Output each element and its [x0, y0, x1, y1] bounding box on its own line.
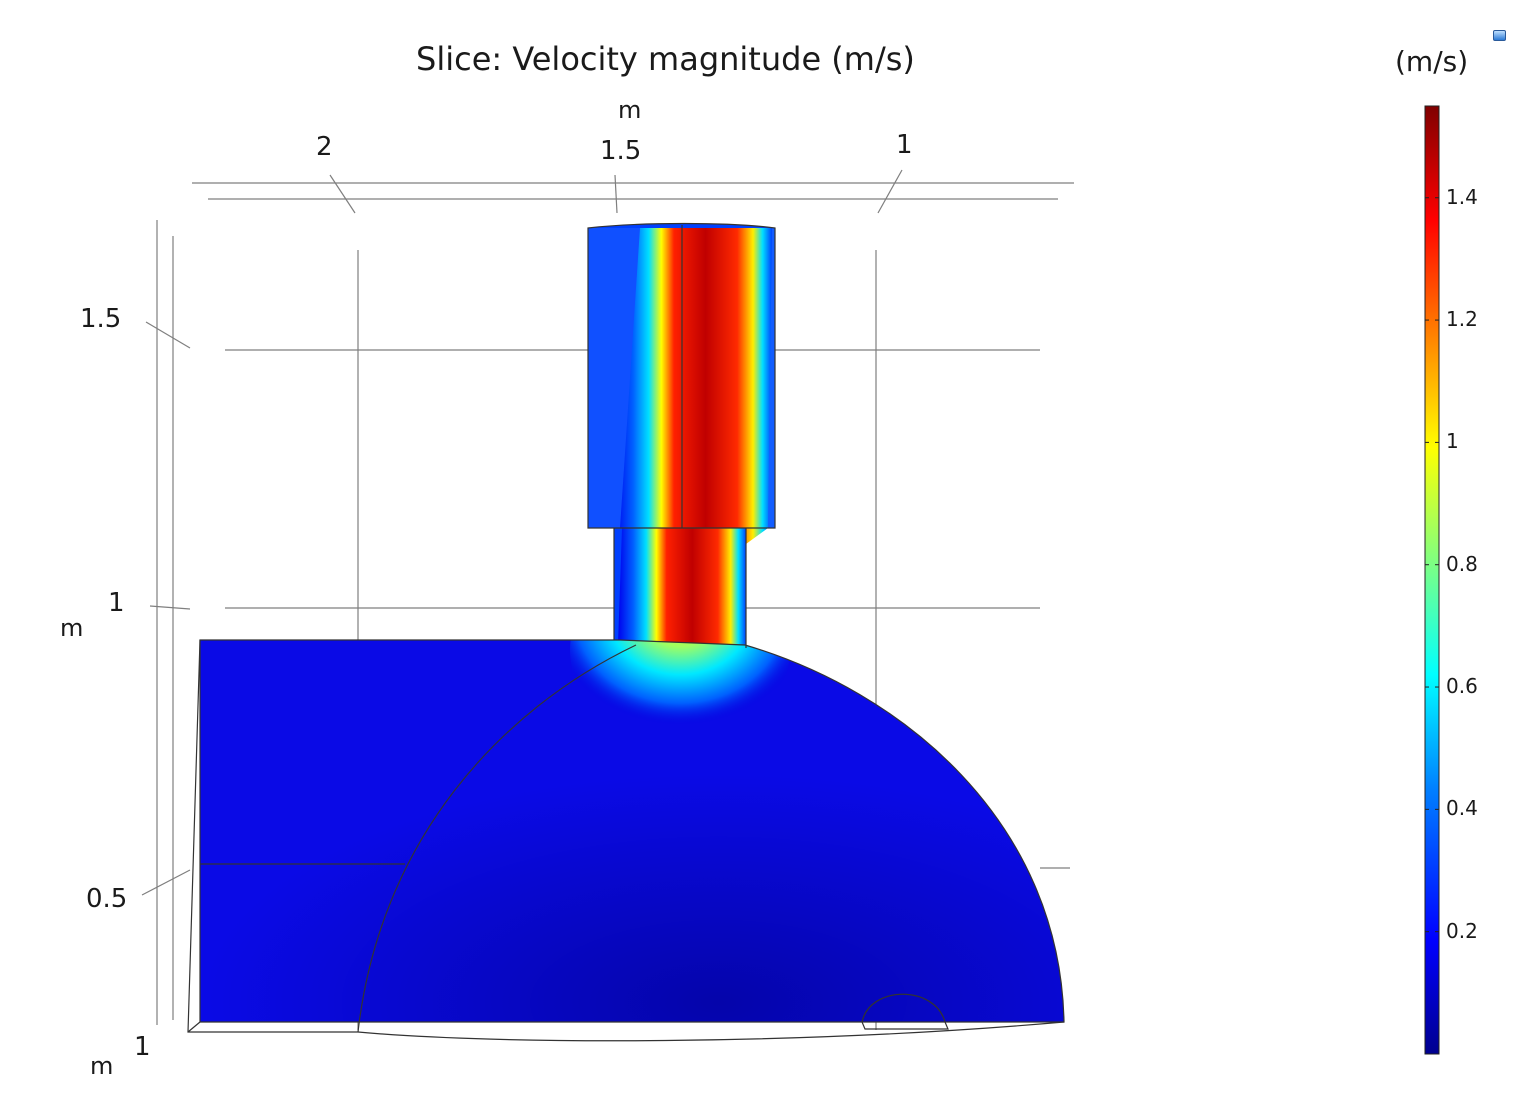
colorbar-tick-label: 1 [1446, 429, 1459, 454]
z-axis-unit: m [90, 1052, 114, 1080]
colorbar-tick-label: 1.4 [1446, 184, 1478, 209]
colorbar-tick-label: 1.2 [1446, 307, 1478, 332]
plot-title: Slice: Velocity magnitude (m/s) [416, 40, 915, 78]
y-axis-unit: m [60, 614, 84, 642]
colorbar-unit: (m/s) [1395, 45, 1469, 78]
x-tick-label: 1 [896, 130, 913, 160]
z-tick-label: 1 [134, 1032, 151, 1062]
colorbar-tick-label: 0.2 [1446, 918, 1478, 943]
x-tick-label: 2 [316, 132, 333, 162]
x-tick-label: 1.5 [600, 136, 642, 166]
colorbar-tick-label: 0.8 [1446, 551, 1478, 576]
jet-spread [570, 640, 790, 745]
view-cube-icon[interactable] [1493, 30, 1506, 41]
y-tick-label: 0.5 [86, 884, 128, 914]
x-axis-unit: m [618, 96, 642, 124]
y-tick-label: 1.5 [80, 304, 122, 334]
y-tick-label: 1 [108, 588, 125, 618]
device-domain [187, 222, 1065, 1042]
colorbar-tick-label: 0.4 [1446, 796, 1478, 821]
colorbar [1424, 105, 1440, 1055]
colorbar-scale [1424, 105, 1440, 1055]
colorbar-tick-label: 0.6 [1446, 674, 1478, 699]
